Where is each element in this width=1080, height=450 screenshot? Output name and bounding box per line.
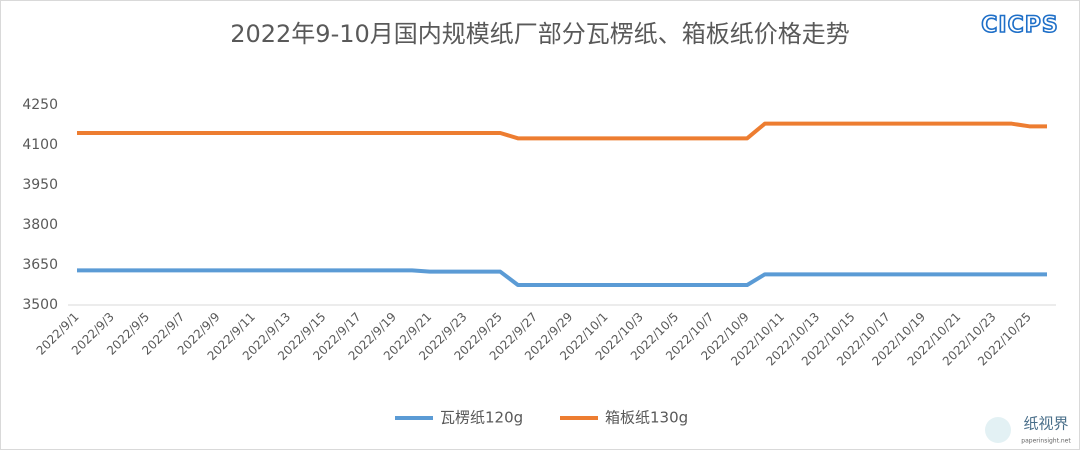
y-tick-label: 4250 <box>22 97 58 113</box>
y-tick-label: 3950 <box>22 177 58 193</box>
y-tick-label: 3650 <box>22 257 58 273</box>
y-tick-label: 4100 <box>22 137 58 153</box>
y-tick-label: 3800 <box>22 217 58 233</box>
chart-title: 2022年9-10月国内规模纸厂部分瓦楞纸、箱板纸价格走势 <box>230 20 850 48</box>
watermark-name: 纸视界 <box>1023 415 1068 433</box>
watermark-icon <box>985 417 1011 443</box>
line-series <box>77 121 1047 141</box>
y-tick-label: 3500 <box>22 297 58 313</box>
legend-label: 箱板纸130g <box>605 409 688 427</box>
logo: CICPS <box>981 13 1058 38</box>
legend-label: 瓦楞纸120g <box>440 409 523 427</box>
line-series <box>77 268 1047 287</box>
watermark-url: paperinsight.net <box>1021 438 1071 445</box>
